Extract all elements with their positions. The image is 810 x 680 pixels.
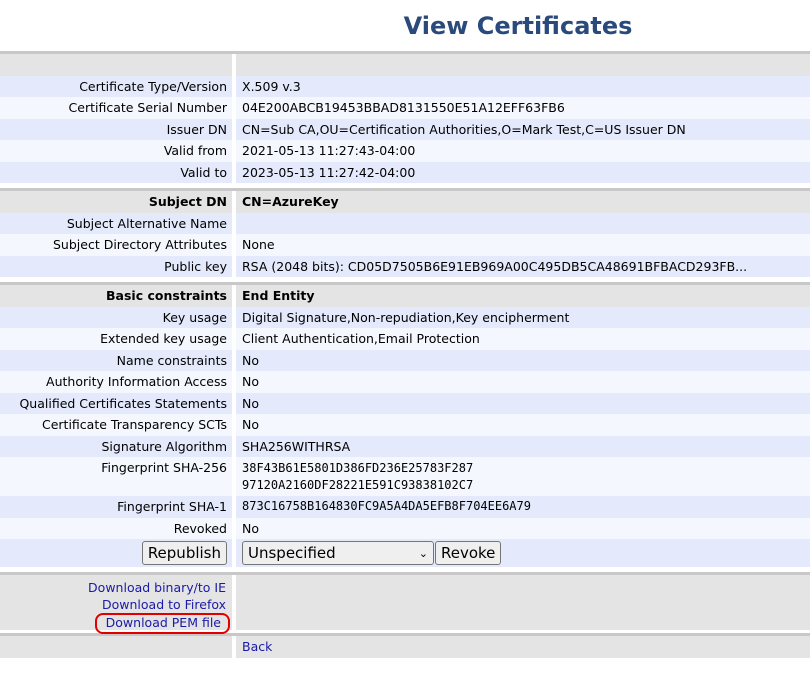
row-value: 2023-05-13 11:27:42-04:00 <box>236 161 810 183</box>
row-label: Valid from <box>0 140 232 162</box>
table-row: Issuer DN CN=Sub CA,OU=Certification Auth… <box>0 118 810 140</box>
back-section: Back <box>0 633 810 658</box>
row-label: Certificate Transparency SCTs <box>0 414 232 436</box>
row-label: Fingerprint SHA-1 <box>0 496 232 518</box>
table-row: Qualified Certificates Statements No <box>0 392 810 414</box>
row-value: None <box>236 234 810 256</box>
table-row: Certificate Serial Number 04E200ABCB19453… <box>0 97 810 119</box>
row-value: 2021-05-13 11:27:43-04:00 <box>236 140 810 162</box>
download-binary-link[interactable]: Download binary/to IE <box>88 580 226 595</box>
downloads-row: Download binary/to IE Download to Firefo… <box>0 575 810 634</box>
fingerprint-sha256-row: Fingerprint SHA-256 38F43B61E5801D386FD2… <box>0 457 810 496</box>
row-value: CN=AzureKey <box>236 191 810 213</box>
row-label: Certificate Type/Version <box>0 75 232 97</box>
row-value: Client Authentication,Email Protection <box>236 328 810 350</box>
row-label: Valid to <box>0 161 232 183</box>
row-value: CN=Sub CA,OU=Certification Authorities,O… <box>236 118 810 140</box>
table-row: Valid to 2023-05-13 11:27:42-04:00 <box>0 161 810 183</box>
table-row: Name constraints No <box>0 349 810 371</box>
row-label: Extended key usage <box>0 328 232 350</box>
table-row: Extended key usage Client Authentication,… <box>0 328 810 350</box>
row-value: No <box>236 517 810 539</box>
chevron-down-icon: ⌄ <box>418 546 428 560</box>
actions-row: Republish Unspecified ⌄ Revoke <box>0 539 810 567</box>
extensions-section: Basic constraints End Entity Key usage Di… <box>0 282 810 567</box>
row-label: Certificate Serial Number <box>0 97 232 119</box>
row-label: Qualified Certificates Statements <box>0 392 232 414</box>
subject-dn-row: Subject DN CN=AzureKey <box>0 191 810 213</box>
row-label: Revoked <box>0 517 232 539</box>
row-label: Key usage <box>0 306 232 328</box>
row-value: End Entity <box>236 285 810 307</box>
table-row: Subject Directory Attributes None <box>0 234 810 256</box>
row-label: Name constraints <box>0 349 232 371</box>
download-pem-link[interactable]: Download PEM file <box>94 613 230 634</box>
table-row: Key usage Digital Signature,Non-repudiati… <box>0 306 810 328</box>
row-value: No <box>236 414 810 436</box>
revoke-button[interactable]: Revoke <box>435 541 502 565</box>
row-label: Authority Information Access <box>0 371 232 393</box>
row-label: Subject DN <box>0 191 232 213</box>
table-row: Public key RSA (2048 bits): CD05D7505B6E9… <box>0 255 810 277</box>
row-value: SHA256WITHRSA <box>236 435 810 457</box>
row-value: No <box>236 392 810 414</box>
row-value: Digital Signature,Non-repudiation,Key en… <box>236 306 810 328</box>
table-row: Certificate Type/Version X.509 v.3 <box>0 75 810 97</box>
revoked-row: Revoked No <box>0 517 810 539</box>
basic-constraints-row: Basic constraints End Entity <box>0 285 810 307</box>
row-label: Fingerprint SHA-256 <box>0 457 232 496</box>
revocation-reason-select[interactable]: Unspecified ⌄ <box>242 541 434 565</box>
row-value: 04E200ABCB19453BBAD8131550E51A12EFF63FB6 <box>236 97 810 119</box>
page-title: View Certificates <box>403 12 633 40</box>
fingerprint-line-2: 97120A2160DF28221E591C93838102C7 <box>242 477 474 492</box>
subject-section: Subject DN CN=AzureKey Subject Alternati… <box>0 188 810 277</box>
fingerprint-sha1-row: Fingerprint SHA-1 873C16758B164830FC9A5A… <box>0 496 810 518</box>
download-firefox-link[interactable]: Download to Firefox <box>102 596 226 612</box>
back-row: Back <box>0 636 810 658</box>
fingerprint-line-1: 38F43B61E5801D386FD236E25783F287 <box>242 460 474 475</box>
row-value: X.509 v.3 <box>236 75 810 97</box>
row-value: No <box>236 349 810 371</box>
row-label: Public key <box>0 255 232 277</box>
row-value: 873C16758B164830FC9A5A4DA5EFB8F704EE6A79 <box>236 496 810 518</box>
section-header-row <box>0 54 810 76</box>
row-label: Signature Algorithm <box>0 435 232 457</box>
back-link[interactable]: Back <box>242 638 273 654</box>
row-label: Issuer DN <box>0 118 232 140</box>
row-value: RSA (2048 bits): CD05D7505B6E91EB969A00C… <box>236 255 810 277</box>
table-row: Signature Algorithm SHA256WITHRSA <box>0 435 810 457</box>
row-label: Basic constraints <box>0 285 232 307</box>
table-row: Valid from 2021-05-13 11:27:43-04:00 <box>0 140 810 162</box>
row-value: No <box>236 371 810 393</box>
table-row: Subject Alternative Name <box>0 212 810 234</box>
table-row: Certificate Transparency SCTs No <box>0 414 810 436</box>
certificate-section: Certificate Type/Version X.509 v.3 Certifi… <box>0 51 810 183</box>
selected-reason: Unspecified <box>248 544 336 562</box>
republish-button[interactable]: Republish <box>141 541 227 565</box>
row-label: Subject Alternative Name <box>0 212 232 234</box>
row-value <box>236 212 810 234</box>
table-row: Authority Information Access No <box>0 371 810 393</box>
downloads-section: Download binary/to IE Download to Firefo… <box>0 572 810 634</box>
row-label: Subject Directory Attributes <box>0 234 232 256</box>
